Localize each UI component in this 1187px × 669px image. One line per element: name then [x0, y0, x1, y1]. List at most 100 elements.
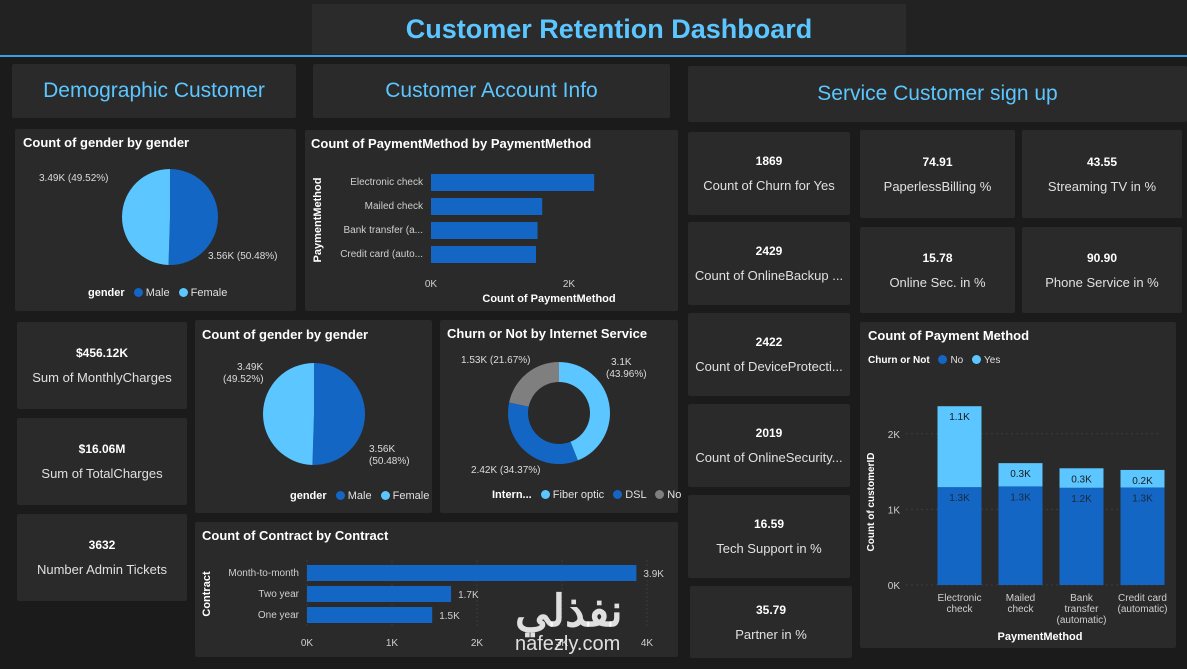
- card-streaming-tv[interactable]: 43.55 Streaming TV in %: [1022, 130, 1182, 218]
- card-value: $456.12K: [75, 346, 129, 360]
- card-total-charges[interactable]: $16.06M Sum of TotalCharges: [17, 418, 187, 505]
- category-label: Bank transfer (a...: [344, 225, 423, 236]
- legend-dot-yes: [972, 355, 982, 364]
- bar[interactable]: [307, 565, 637, 581]
- card-paperless-billing[interactable]: 74.91 PaperlessBilling %: [860, 130, 1015, 218]
- card-label: PaperlessBilling %: [883, 178, 992, 194]
- legend-title: gender: [290, 490, 327, 502]
- card-value: 43.55: [1086, 154, 1118, 169]
- bar-yes[interactable]: [1120, 469, 1165, 488]
- chart-title: Count of gender by gender: [23, 135, 190, 150]
- data-label: 1.3K: [949, 493, 970, 504]
- bar[interactable]: [431, 246, 537, 263]
- card-partner[interactable]: 35.79 Partner in %: [690, 586, 852, 658]
- slice-male[interactable]: [168, 169, 218, 265]
- card-label: Streaming TV in %: [1047, 178, 1157, 194]
- donut-label-no: 1.53K (21.67%): [461, 355, 531, 366]
- card-monthly-charges[interactable]: $456.12K Sum of MonthlyCharges: [17, 322, 187, 409]
- card-admin-tickets[interactable]: 3632 Number Admin Tickets: [17, 514, 187, 601]
- legend-no: No: [667, 489, 682, 501]
- category-label: check: [946, 604, 973, 615]
- churn-legend: Churn or Not No Yes: [868, 355, 1000, 366]
- slice-female[interactable]: [262, 363, 314, 465]
- tick-label: 1K: [888, 505, 901, 516]
- contract-bar-panel[interactable]: Count of Contract by Contract 0K 1K 2K 3K 4K…: [195, 522, 678, 657]
- card-value: 74.91: [922, 154, 953, 169]
- category-label: Bank: [1070, 593, 1094, 604]
- dashboard-title: Customer Retention Dashboard: [405, 13, 813, 44]
- category-label: check: [1007, 604, 1034, 615]
- dashboard-title-box: Customer Retention Dashboard: [312, 4, 906, 54]
- slice-dsl[interactable]: [508, 402, 578, 464]
- card-label: Tech Support in %: [716, 541, 822, 556]
- category-label: Two year: [258, 589, 299, 600]
- category-label: (automatic): [1056, 615, 1106, 626]
- bar[interactable]: [307, 607, 433, 623]
- data-label: 1.1K: [949, 412, 970, 423]
- bar-no[interactable]: [1120, 487, 1165, 585]
- gender-pie-panel-1[interactable]: Count of gender by gender 3.49K (49.52%)…: [15, 129, 296, 311]
- tick-label: 4K: [641, 638, 654, 649]
- category-label: Credit card (auto...: [340, 249, 423, 260]
- slice-male[interactable]: [312, 363, 365, 465]
- card-value: 2019: [755, 426, 783, 440]
- card-label: Partner in %: [735, 626, 807, 642]
- card-value: 1869: [755, 154, 783, 168]
- pie-label-female: 3.49K (49.52%): [39, 173, 109, 184]
- bar-yes[interactable]: [998, 463, 1043, 487]
- slice-no[interactable]: [509, 362, 559, 407]
- category-label: Mailed check: [365, 201, 424, 212]
- internet-legend: Intern... Fiber optic DSL No: [492, 489, 681, 501]
- category-label: Mailed: [1006, 593, 1035, 604]
- bar-no[interactable]: [937, 487, 982, 585]
- legend-yes: Yes: [984, 355, 1001, 366]
- chart-title: Count of Contract by Contract: [202, 528, 389, 543]
- tick-label: 2K: [471, 638, 484, 649]
- tick-label: 0K: [888, 581, 901, 592]
- payment-bar-panel[interactable]: Count of PaymentMethod by PaymentMethod …: [305, 130, 678, 311]
- card-label: Count of OnlineSecurity...: [695, 450, 843, 465]
- data-label: 0.2K: [1132, 476, 1153, 487]
- card-phone-service[interactable]: 90.90 Phone Service in %: [1022, 227, 1182, 313]
- bar-yes[interactable]: [937, 406, 982, 488]
- tick-label: 0K: [301, 638, 314, 649]
- card-online-security-count[interactable]: 2019 Count of OnlineSecurity...: [688, 404, 850, 487]
- card-online-security-pct[interactable]: 15.78 Online Sec. in %: [860, 227, 1015, 313]
- card-label: Online Sec. in %: [889, 274, 986, 290]
- slice-fiber-optic[interactable]: [559, 362, 610, 461]
- chart-title: Count of Payment Method: [868, 328, 1030, 343]
- bar[interactable]: [431, 174, 595, 191]
- slice-female[interactable]: [121, 169, 170, 265]
- bar[interactable]: [431, 222, 538, 239]
- payment-stacked-chart: 0K1K2K1.3K1.1KElectroniccheck1.3K0.3KMai…: [866, 406, 1168, 643]
- payment-stacked-panel[interactable]: Count of Payment Method Churn or Not No …: [860, 322, 1176, 648]
- tick-label: 0K: [425, 279, 438, 290]
- bar-no[interactable]: [998, 486, 1043, 585]
- section-account: Customer Account Info: [313, 64, 670, 118]
- card-value: 90.90: [1086, 250, 1118, 265]
- legend-dot-dsl: [613, 490, 623, 499]
- bar[interactable]: [307, 586, 452, 602]
- bar-yes[interactable]: [1059, 468, 1104, 488]
- watermark-latin: nafezly.com: [515, 633, 621, 655]
- bar[interactable]: [431, 198, 543, 215]
- internet-donut-panel[interactable]: Churn or Not by Internet Service 1.53K (…: [440, 320, 681, 513]
- card-device-protection[interactable]: 2422 Count of DeviceProtecti...: [688, 313, 850, 396]
- legend-dsl: DSL: [625, 489, 647, 501]
- x-axis-label: Count of PaymentMethod: [482, 293, 615, 305]
- pie-label-male-1: 3.56K: [369, 444, 395, 455]
- legend-dot-no: [655, 490, 665, 499]
- category-label: Month-to-month: [228, 568, 299, 579]
- data-label: 0.3K: [1071, 474, 1092, 485]
- tick-label: 2K: [888, 430, 901, 441]
- card-label: Phone Service in %: [1045, 274, 1159, 290]
- card-tech-support[interactable]: 16.59 Tech Support in %: [688, 495, 850, 578]
- category-label: transfer: [1065, 604, 1100, 615]
- watermark: نفذلي nafezly.com: [515, 590, 623, 655]
- gender-pie-panel-2[interactable]: Count of gender by gender 3.49K (49.52%)…: [195, 320, 432, 513]
- card-online-backup[interactable]: 2429 Count of OnlineBackup ...: [688, 222, 850, 305]
- card-churn-yes[interactable]: 1869 Count of Churn for Yes: [688, 132, 850, 215]
- y-axis-label: Count of customerID: [866, 453, 877, 552]
- chart-title: Churn or Not by Internet Service: [447, 326, 648, 341]
- bar-no[interactable]: [1059, 487, 1104, 585]
